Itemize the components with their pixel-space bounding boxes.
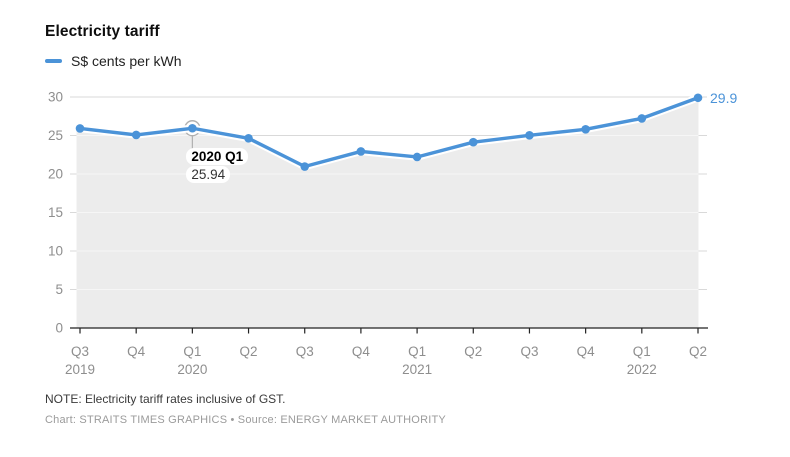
- data-point-2020-q1[interactable]: [188, 123, 197, 133]
- footer-note: NOTE: Electricity tariff rates inclusive…: [45, 392, 286, 406]
- gridlines-on-area: [76, 135, 699, 290]
- data-point-2021-q3[interactable]: [525, 131, 534, 140]
- x-tick-label: Q1: [408, 344, 426, 359]
- legend-line-swatch: [45, 59, 62, 63]
- data-point-2021-q1[interactable]: [412, 152, 422, 162]
- chart-header: Electricity tariff S$ cents per kWh: [45, 22, 182, 69]
- y-tick-label: 25: [48, 128, 63, 143]
- x-tick-label: Q4: [577, 344, 596, 359]
- y-tick-label: 5: [55, 282, 63, 297]
- data-point-2020-q2[interactable]: [244, 134, 253, 143]
- x-tick-label: Q3: [71, 344, 89, 359]
- chart-footer: NOTE: Electricity tariff rates inclusive…: [45, 392, 446, 427]
- y-tick-label: 0: [55, 321, 63, 336]
- y-tick-label: 10: [48, 244, 63, 259]
- data-point-2022-q1[interactable]: [637, 114, 647, 123]
- footer-credit: Chart: STRAITS TIMES GRAPHICS • Source: …: [45, 414, 446, 426]
- x-tick-label: Q1: [633, 344, 651, 359]
- y-tick-label: 15: [48, 205, 63, 220]
- y-tick-label: 30: [48, 90, 63, 105]
- legend-label: S$ cents per kWh: [71, 53, 182, 69]
- data-point-2019-q4[interactable]: [131, 130, 141, 140]
- end-value-label: 29.9: [710, 90, 737, 106]
- x-tick-label: Q3: [520, 344, 538, 359]
- chart-title: Electricity tariff: [45, 23, 160, 40]
- x-year-label: 2019: [65, 362, 95, 377]
- x-year-label: 2020: [177, 362, 207, 377]
- data-point-2020-q3[interactable]: [300, 162, 310, 171]
- data-point-2019-q3[interactable]: [75, 124, 85, 133]
- x-tick-label: Q1: [183, 344, 201, 359]
- x-tick-label: Q4: [352, 344, 371, 359]
- x-year-label: 2022: [627, 362, 657, 377]
- x-tick-label: Q2: [689, 344, 707, 359]
- x-year-label: 2021: [402, 362, 432, 377]
- x-tick-label: Q3: [296, 344, 314, 359]
- data-point-2020-q4[interactable]: [356, 147, 366, 156]
- data-point-2021-q2[interactable]: [468, 137, 478, 147]
- legend: S$ cents per kWh: [45, 53, 182, 69]
- x-tick-label: Q2: [464, 344, 482, 359]
- y-tick-label: 20: [48, 167, 63, 182]
- series-line: [78, 96, 700, 169]
- data-point-2022-q2[interactable]: [693, 93, 703, 103]
- data-point-2021-q4[interactable]: [581, 125, 590, 134]
- x-tick-label: Q2: [240, 344, 258, 359]
- x-tick-label: Q4: [127, 344, 146, 359]
